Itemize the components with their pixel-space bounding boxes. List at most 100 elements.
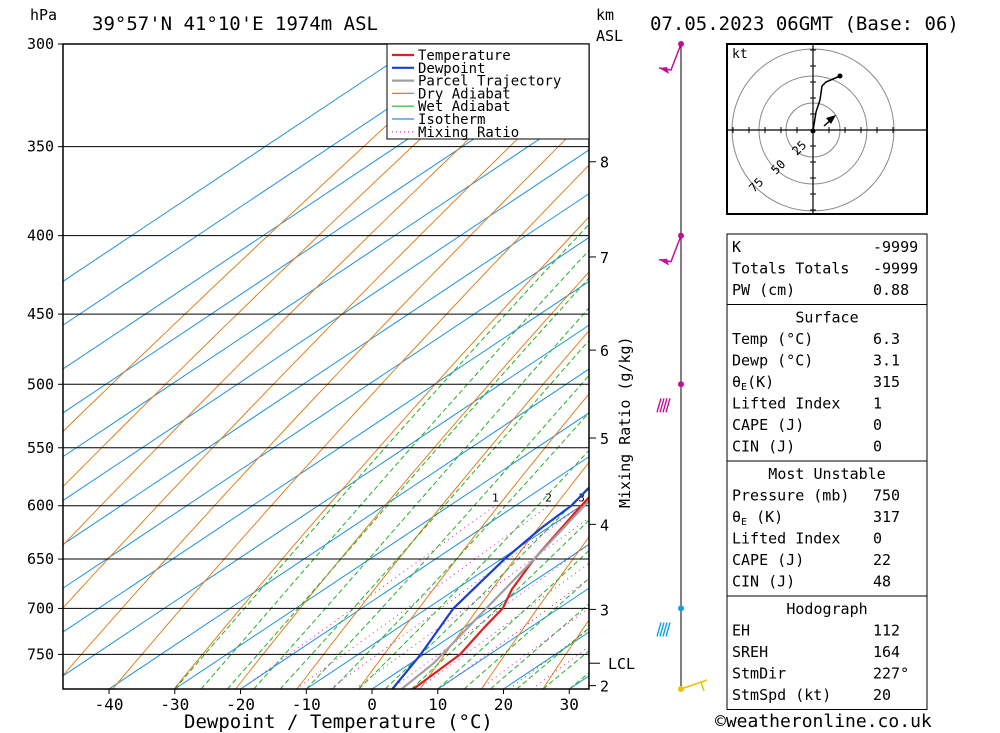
most-unstable-indices-title: Most Unstable	[768, 465, 885, 483]
datetime-title: 07.05.2023 06GMT (Base: 06)	[650, 13, 959, 35]
index-label: Totals Totals	[732, 260, 849, 278]
indices-panel: K -9999 Totals Totals -9999 PW (cm) 0.88 Surfa…	[726, 233, 928, 710]
km-tick-label: 5	[600, 430, 609, 448]
index-label: Dewp (°C)	[732, 352, 813, 370]
isotherm-line	[63, 236, 589, 589]
wind-barb-dot	[678, 605, 684, 612]
wind-barb-flag	[659, 67, 669, 74]
dry-adiabat-line	[63, 68, 589, 609]
mixing-ratio-line	[329, 505, 582, 689]
wind-barb-feather	[700, 681, 705, 692]
surface-indices-title: Surface	[795, 309, 858, 327]
index-label: Lifted Index	[732, 530, 840, 548]
hodograph-unit: kt	[732, 47, 748, 62]
x-axis-title: Dewpoint / Temperature (°C)	[184, 711, 493, 733]
index-label: Temp (°C)	[732, 330, 813, 348]
isotherm-line	[63, 44, 551, 370]
temperature-tick-label: -40	[95, 695, 124, 714]
most-unstable-indices-box	[726, 460, 928, 597]
index-label: θE (K)	[732, 508, 783, 528]
index-label: Pressure (mb)	[732, 487, 849, 505]
index-value: 0.88	[873, 281, 909, 299]
km-tick-label: 4	[600, 516, 609, 534]
index-label: CIN (J)	[732, 438, 795, 456]
index-value: 164	[873, 643, 900, 661]
copyright-text: ©weatheronline.co.uk	[715, 711, 932, 732]
wind-barb-feather	[665, 622, 671, 637]
mixing-ratio-label: 1	[492, 492, 499, 505]
legend-item-label: Temperature	[418, 48, 511, 64]
legend-box	[386, 43, 590, 140]
dry-adiabat-line	[480, 536, 589, 689]
index-value: 227°	[873, 665, 909, 683]
temperature-tick-label: -30	[160, 695, 189, 714]
km-tick-label: 8	[600, 154, 609, 172]
hodograph-end-dot	[837, 73, 843, 79]
pressure-tick-label: 300	[27, 35, 54, 53]
wind-barb-feather	[665, 398, 671, 413]
mixing-ratio-label: 10	[681, 492, 694, 505]
isotherm-line	[108, 368, 589, 689]
wet-adiabat-line	[384, 485, 589, 689]
index-value: 48	[873, 573, 891, 591]
plot-frame	[62, 43, 590, 690]
wind-barb-feather	[659, 398, 665, 413]
wet-adiabat-line	[279, 339, 589, 689]
wet-adiabat-line	[227, 277, 589, 689]
dry-adiabat-line	[63, 115, 589, 677]
temperature-tick-label: 20	[494, 695, 513, 714]
index-value: 3.1	[873, 352, 900, 370]
dry-adiabat-line	[173, 216, 589, 689]
km-axis: 2 3 4 5 6 7 8 LCL	[589, 154, 635, 696]
index-label: CAPE (J)	[732, 416, 804, 434]
index-value: 317	[873, 508, 900, 526]
hodograph-indices-box	[726, 595, 928, 710]
index-value: -9999	[873, 260, 918, 278]
asl-unit-label: ASL	[596, 27, 623, 45]
hodograph-trace	[812, 75, 841, 132]
hodograph-indices-title: Hodograph	[786, 600, 867, 618]
index-label: StmDir	[732, 665, 786, 683]
legend-item-label: Isotherm	[418, 112, 485, 128]
dewpoint-line	[391, 486, 589, 689]
location-title: 39°57'N 41°10'E 1974m ASL	[92, 13, 378, 35]
pressure-tick-label: 500	[27, 375, 54, 393]
index-value: 22	[873, 551, 891, 569]
wind-profile	[656, 41, 708, 692]
wet-adiabat-line	[411, 519, 589, 689]
wind-barb-feather	[656, 622, 662, 637]
wind-barb-dot	[678, 381, 684, 388]
pressure-tick-label: 750	[27, 645, 54, 663]
km-tick-label: 3	[600, 601, 609, 619]
lcl-label: LCL	[608, 655, 635, 673]
wind-barb-feather	[662, 398, 668, 413]
index-label: PW (cm)	[732, 281, 795, 299]
pressure-tick-label: 650	[27, 550, 54, 568]
legend-item-label: Wet Adiabat	[418, 99, 511, 115]
km-tick-label: 7	[600, 249, 609, 267]
km-tick-label: 2	[600, 678, 609, 696]
plot-series	[391, 486, 589, 689]
temperature-axis: -40 -30 -20 -10 0 10 20 30	[95, 689, 579, 714]
index-label: K	[732, 238, 741, 256]
dry-adiabat-line	[973, 44, 1000, 689]
wind-barb-staff	[658, 235, 682, 263]
wind-barb-feather	[659, 622, 665, 637]
pressure-tick-label: 400	[27, 227, 54, 245]
wet-adiabat-line	[332, 411, 589, 689]
isotherm-line	[63, 61, 589, 414]
isotherm-line	[63, 193, 589, 545]
mixing-ratio-label: 6	[638, 492, 645, 505]
index-value: 112	[873, 622, 900, 640]
dry-adiabat-line	[296, 330, 589, 689]
temperature-line	[412, 495, 589, 689]
index-label: EH	[732, 622, 750, 640]
temperature-tick-label: -20	[226, 695, 255, 714]
dry-adiabat-line	[358, 393, 589, 689]
mixing-ratio-axis-title: Mixing Ratio (g/kg)	[616, 336, 634, 508]
isotherm-line	[63, 105, 589, 458]
isotherm-line	[174, 412, 589, 689]
index-value: 6.3	[873, 330, 900, 348]
legend-item-label: Parcel Trajectory	[418, 74, 561, 90]
